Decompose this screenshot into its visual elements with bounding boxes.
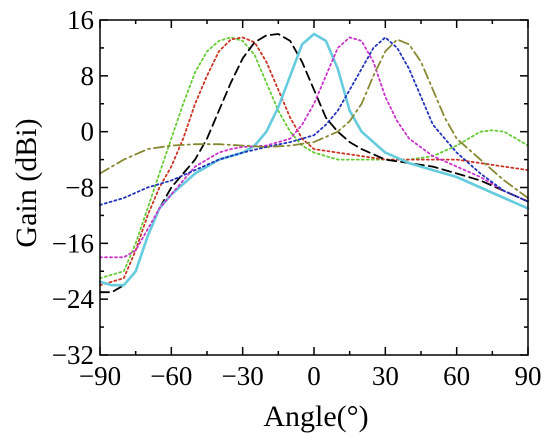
series-layer: [98, 32, 530, 294]
y-tick-label: 0: [81, 117, 95, 147]
x-axis-title: Angle(°): [263, 400, 368, 433]
y-tick-label: 16: [67, 5, 94, 35]
y-tick-label: −32: [52, 340, 94, 370]
x-tick-label: −60: [150, 361, 192, 391]
series-line-2: [99, 36, 529, 287]
ticks-layer: [99, 19, 529, 356]
axes-layer: −90 −60 −30 0 30 60 90 −32 −24 −16 −8 0 8 16: [52, 5, 542, 391]
y-tick-label: 8: [81, 61, 95, 91]
x-tick-label: 0: [307, 361, 321, 391]
y-axis-title: Gain (dBi): [10, 118, 43, 247]
x-tick-label: 60: [443, 361, 470, 391]
x-tick-label: −90: [79, 361, 121, 391]
plot-frame: [99, 19, 529, 356]
series-line-3: [99, 33, 529, 294]
series-line-7: [99, 38, 529, 199]
plot-area: [98, 32, 530, 294]
x-tick-label: 90: [515, 361, 542, 391]
x-tick-labels: −90 −60 −30 0 30 60 90: [79, 361, 542, 391]
series-line-6: [99, 36, 529, 206]
y-tick-label: −24: [52, 284, 95, 314]
series-line-5: [99, 36, 529, 259]
series-line-1: [99, 36, 529, 280]
x-tick-label: −30: [222, 361, 264, 391]
x-tick-label: 30: [372, 361, 399, 391]
y-tick-labels: −32 −24 −16 −8 0 8 16: [52, 5, 95, 370]
y-tick-label: −8: [65, 173, 94, 203]
y-tick-label: −16: [52, 228, 94, 258]
